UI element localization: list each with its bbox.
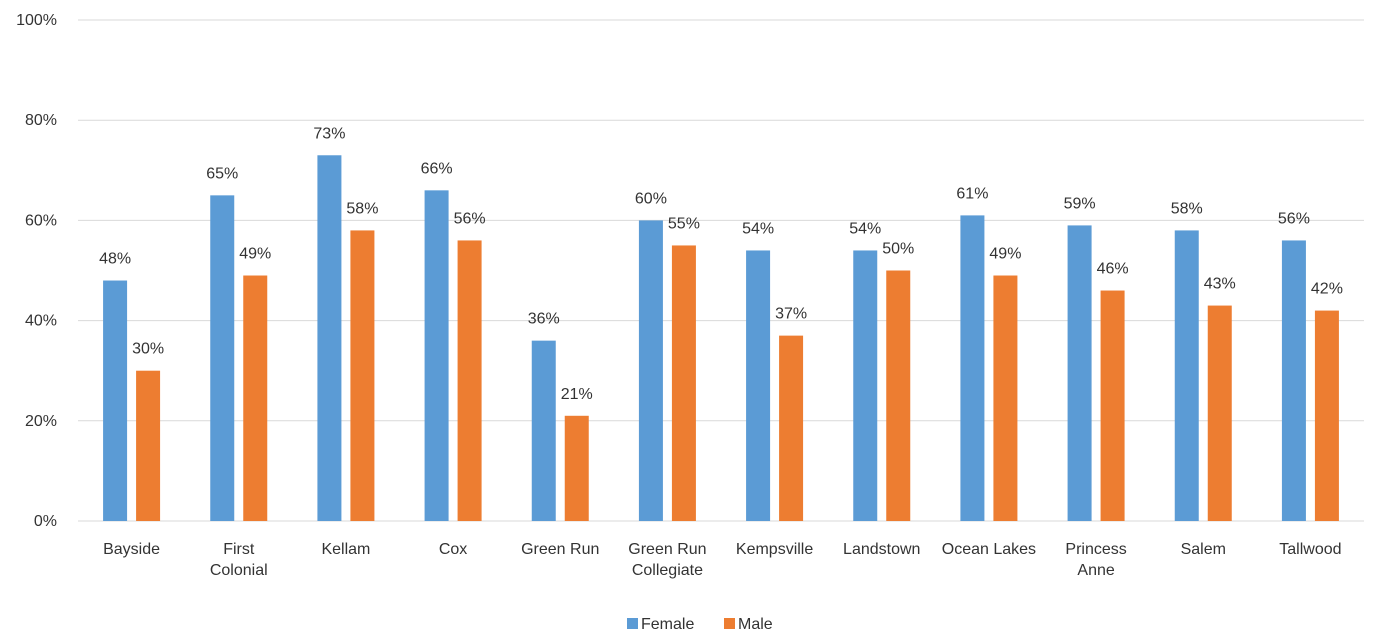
x-category-label: Cox — [439, 541, 467, 558]
x-category-label: Princess Anne — [1065, 541, 1126, 579]
data-label-male: 55% — [668, 215, 700, 232]
data-label-male: 49% — [239, 246, 271, 263]
x-category-label: Kellam — [321, 541, 370, 558]
bar-female — [746, 250, 771, 521]
x-category-label: Landstown — [843, 541, 920, 558]
legend-swatch-female — [627, 618, 638, 629]
y-tick-label: 100% — [16, 12, 57, 29]
y-tick-label: 0% — [34, 513, 57, 530]
data-label-male: 43% — [1204, 276, 1236, 293]
legend-swatch-male — [724, 618, 735, 629]
bar-male — [564, 415, 589, 521]
data-label-female: 58% — [1171, 200, 1203, 217]
bar-male — [243, 275, 268, 521]
bar-female — [424, 190, 449, 521]
bar-male — [779, 335, 804, 521]
legend-label-male: Male — [738, 616, 773, 633]
bar-female — [853, 250, 878, 521]
bar-female — [638, 220, 663, 521]
y-tick-label: 80% — [25, 112, 57, 129]
x-category-label: Salem — [1181, 541, 1226, 558]
data-label-male: 37% — [775, 306, 807, 323]
data-label-female: 48% — [99, 251, 131, 268]
data-labels: 48% 30% 65% 49% 73% 58% 66% 56% 36% 21% 60%55% 54% 3… — [99, 125, 1343, 403]
bar-male — [886, 270, 911, 521]
bar-female — [1281, 240, 1306, 521]
x-category-label: First Colonial — [210, 541, 268, 579]
data-label-male: 50% — [882, 241, 914, 258]
data-label-male: 49% — [989, 246, 1021, 263]
data-label-female: 59% — [1064, 195, 1096, 212]
x-axis-category-labels: Bayside First Colonial Kellam Cox Green Run Gr… — [103, 541, 1341, 579]
x-category-label: Green Run Collegiate — [628, 541, 706, 579]
bar-male — [136, 370, 161, 521]
bar-male — [457, 240, 482, 521]
bar-male — [350, 230, 375, 522]
y-axis-tick-labels: 0% 20% 40% 60% 80% 100% — [16, 12, 57, 530]
data-label-female: 65% — [206, 165, 238, 182]
data-label-male: 58% — [346, 200, 378, 217]
x-category-label: Ocean Lakes — [942, 541, 1036, 558]
gridlines — [78, 19, 1364, 522]
data-label-male: 21% — [561, 386, 593, 403]
x-category-label: Green Run — [521, 541, 599, 558]
data-label-female: 61% — [956, 185, 988, 202]
legend: Female Male — [627, 616, 773, 633]
y-tick-label: 40% — [25, 313, 57, 330]
bar-female — [210, 195, 235, 521]
x-category-label: Bayside — [103, 541, 160, 558]
legend-label-female: Female — [641, 616, 694, 633]
bar-female — [317, 155, 342, 521]
bar-female — [531, 340, 556, 521]
bar-male — [993, 275, 1018, 521]
data-label-female: 54% — [742, 220, 774, 237]
data-label-male: 30% — [132, 341, 164, 358]
bar-female — [960, 215, 985, 521]
data-label-male: 42% — [1311, 281, 1343, 298]
bar-male — [1207, 305, 1232, 521]
x-category-label: Kempsville — [736, 541, 813, 558]
data-label-male: 46% — [1097, 261, 1129, 278]
data-label-female: 36% — [528, 311, 560, 328]
bar-male — [1100, 290, 1125, 521]
data-label-female: 73% — [313, 125, 345, 142]
x-category-label: Tallwood — [1279, 541, 1341, 558]
y-tick-label: 60% — [25, 212, 57, 229]
data-label-female: 54% — [849, 220, 881, 237]
bars — [103, 155, 1339, 522]
bar-female — [1067, 225, 1092, 521]
data-label-female: 66% — [421, 160, 453, 177]
bar-female — [1174, 230, 1199, 522]
bar-male — [1314, 310, 1339, 521]
y-tick-label: 20% — [25, 413, 57, 430]
data-label-female: 60% — [635, 190, 667, 207]
bar-female — [103, 280, 128, 521]
data-label-female: 56% — [1278, 210, 1310, 227]
data-label-male: 56% — [454, 210, 486, 227]
bar-male — [671, 245, 696, 521]
